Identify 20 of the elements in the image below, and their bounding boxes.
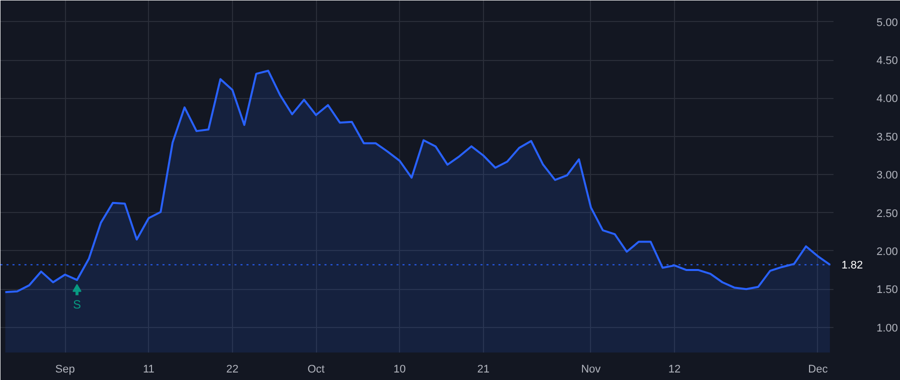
x-tick-label: 11 — [142, 364, 154, 376]
x-tick-label: 10 — [394, 364, 406, 376]
x-tick-label: Nov — [581, 364, 602, 376]
x-tick-label: 12 — [668, 364, 681, 376]
x-tick-label: Oct — [307, 364, 325, 376]
x-tick-label: Sep — [55, 364, 75, 376]
y-tick-label: 4.50 — [876, 55, 898, 68]
y-tick-label: 1.50 — [876, 284, 898, 296]
x-tick-label: Dec — [808, 364, 828, 376]
annotation: S — [72, 298, 81, 312]
y-tick-label: 2.00 — [876, 246, 898, 258]
ref-line-label: 1.82 — [842, 260, 863, 272]
y-tick-label: 3.50 — [876, 131, 898, 144]
y-tick-label: 5.00 — [876, 16, 898, 29]
y-tick-label: 2.50 — [876, 208, 898, 220]
x-tick-label: 22 — [226, 364, 238, 376]
x-tick-label: 21 — [477, 364, 490, 376]
y-tick-label: 4.00 — [876, 93, 898, 106]
y-tick-label: 1.00 — [876, 322, 898, 334]
y-tick-label: 3.00 — [876, 170, 898, 182]
